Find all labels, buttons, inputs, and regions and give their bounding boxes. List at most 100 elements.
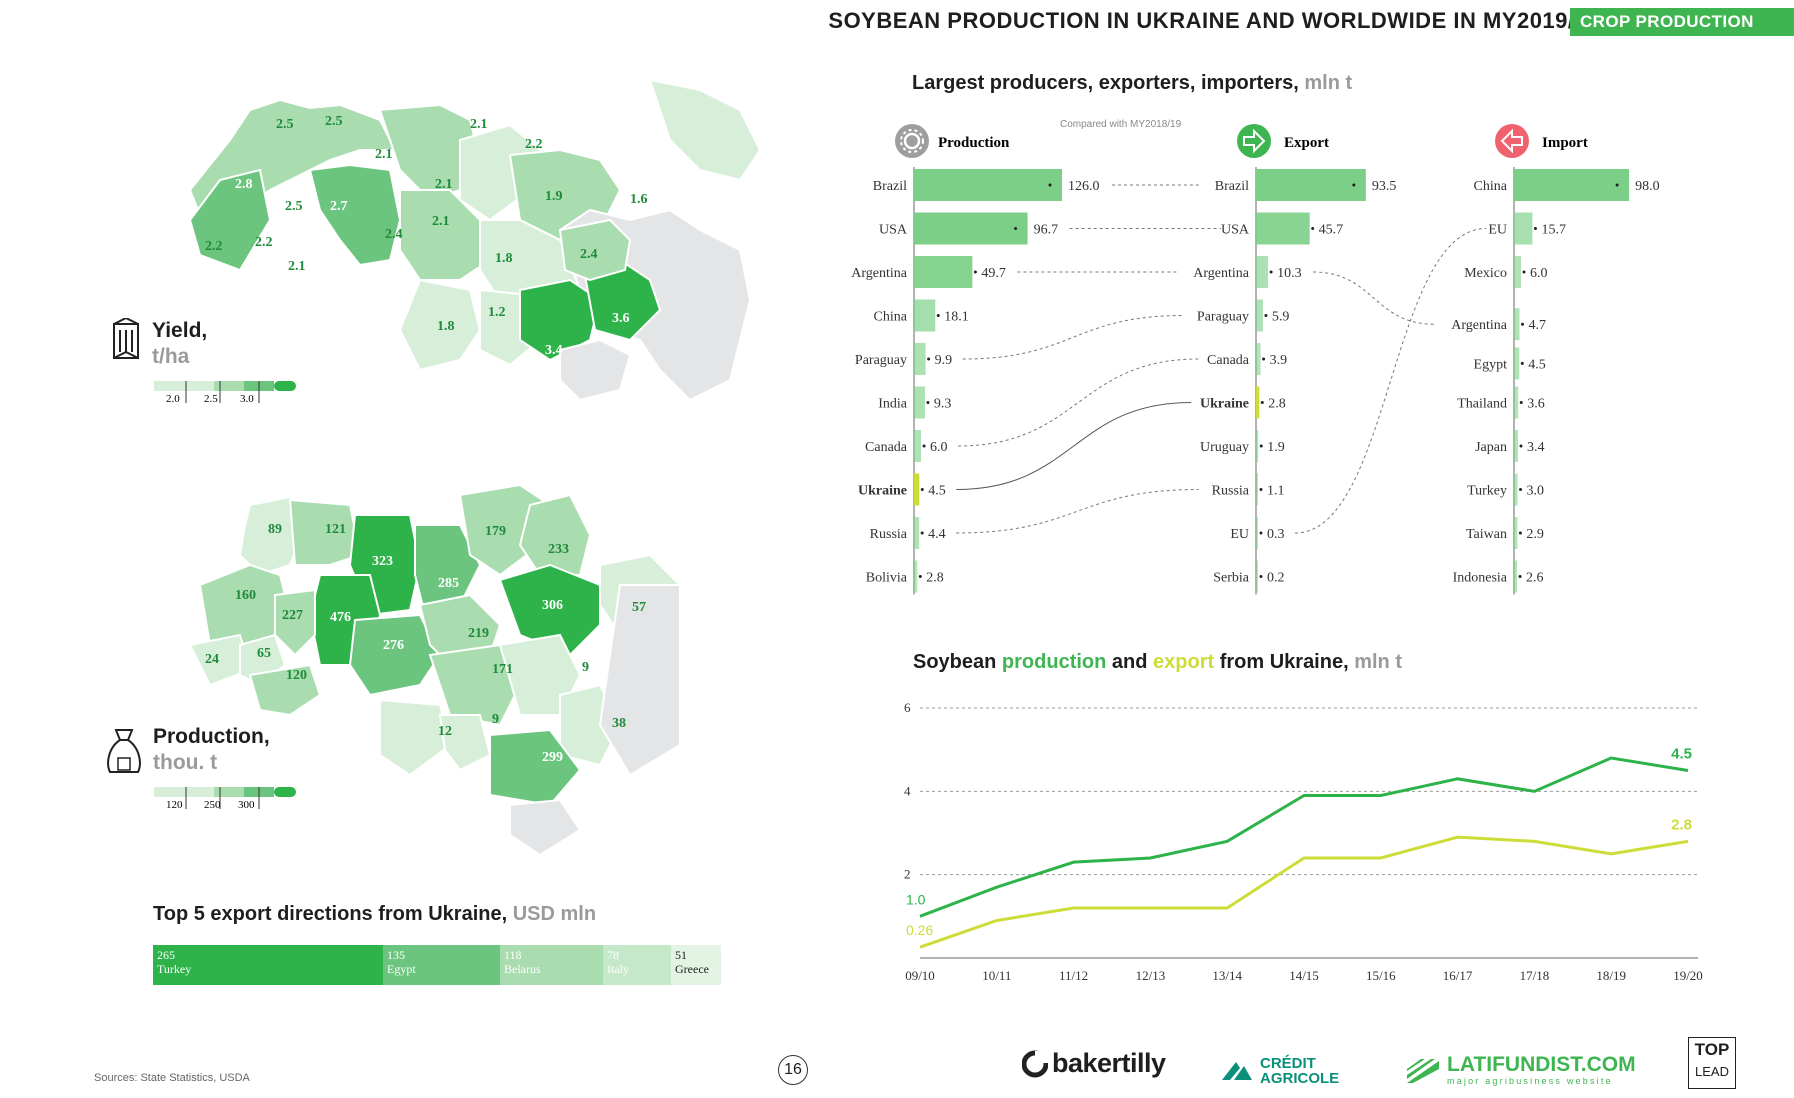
- x-tick-label: 11/12: [1059, 968, 1088, 983]
- map-label: 2.1: [432, 214, 450, 229]
- bar: [914, 256, 973, 288]
- bar: [914, 386, 925, 419]
- line-chart-title: Soybean production and export from Ukrai…: [913, 651, 1402, 673]
- bar-category-label: Paraguay: [1197, 310, 1249, 325]
- map-label: 1.9: [545, 189, 563, 204]
- bar-category-label: EU: [1488, 223, 1507, 238]
- production-legend: [104, 728, 144, 781]
- connector-line: [958, 358, 1199, 447]
- bar-value-label: 0.3: [1267, 527, 1285, 542]
- x-tick-label: 09/10: [905, 968, 935, 983]
- bar-category-label: Serbia: [1213, 571, 1250, 586]
- bar-category-label: Argentina: [851, 266, 908, 281]
- column-header-export: Export: [1237, 124, 1329, 158]
- yield-map-regions: [188, 80, 762, 402]
- production-legend-scale: 120 250 300: [154, 787, 296, 811]
- map-label: 2.4: [385, 227, 403, 242]
- bar-dot: [1518, 575, 1522, 578]
- ukraine-line-chart: 2 4 6 09/10 10/11 11/12 12/13 13/14 14/15 15/16 16…: [904, 700, 1703, 983]
- yield-title: Yield,: [152, 319, 208, 342]
- map-label: 306: [542, 598, 563, 613]
- yield-map: 2.5 2.5 2.1 2.1 2.1 2.2 2.8 2.5 2.7 2.4 …: [188, 80, 762, 402]
- column-label: Export: [1284, 135, 1329, 151]
- bar-category-label: Russia: [870, 527, 908, 542]
- bar: [1256, 212, 1310, 245]
- map-label: 9: [492, 712, 499, 727]
- bar-dot: [1519, 488, 1523, 491]
- map-label: 24: [205, 652, 219, 667]
- production-unit: thou. t: [153, 751, 218, 774]
- bar-category-label: Brazil: [873, 179, 907, 194]
- x-tick-label: 17/18: [1520, 968, 1550, 983]
- map-label: 89: [268, 522, 282, 537]
- map-label: 2.7: [330, 199, 348, 214]
- page-title: SOYBEAN PRODUCTION IN UKRAINE AND WORLDW…: [828, 8, 1600, 33]
- map-label: 2.8: [235, 177, 253, 192]
- map-label: 2.1: [375, 147, 393, 162]
- bar-value-label: 126.0: [1068, 179, 1100, 194]
- map-label: 2.1: [435, 177, 453, 192]
- bar-category-label: USA: [879, 223, 908, 238]
- connector-line: [1294, 228, 1487, 534]
- bar: [1256, 169, 1366, 201]
- bar-value-label: 4.7: [1529, 318, 1547, 333]
- map-label: 171: [492, 662, 513, 677]
- bar-dot: [1259, 575, 1263, 578]
- bar-value-label: 3.9: [1270, 353, 1288, 368]
- column-label: Production: [938, 135, 1010, 151]
- map-label: 3.4: [545, 343, 563, 358]
- bar-dot: [936, 314, 940, 317]
- legend-tick: 3.0: [240, 393, 254, 405]
- bar-dot: [1048, 183, 1052, 187]
- x-tick-label: 19/20: [1673, 968, 1703, 983]
- bar: [1514, 308, 1520, 341]
- bar-category-label: Argentina: [1451, 318, 1508, 333]
- map-label: 2.5: [276, 117, 294, 132]
- connector-line: [1313, 271, 1435, 325]
- series-end-label: 4.5: [1671, 746, 1692, 763]
- bar: [1514, 256, 1522, 288]
- series-line-production: [919, 756, 1689, 918]
- bar-category-label: Argentina: [1193, 266, 1250, 281]
- series-start-label: 0.26: [906, 922, 933, 938]
- page-number: 16: [778, 1055, 808, 1085]
- bar-value-label: 15.7: [1541, 223, 1566, 238]
- map-label: 2.5: [285, 199, 303, 214]
- bar: [1256, 560, 1258, 593]
- arrow-left-icon: [1500, 128, 1523, 154]
- bar-category-label: Uruguay: [1200, 440, 1249, 455]
- bar-dot: [1269, 270, 1273, 274]
- bar-dot: [1259, 488, 1263, 491]
- bar-category-label: Bolivia: [866, 571, 908, 586]
- bar-value-label: 96.7: [1034, 223, 1059, 238]
- x-tick-label: 14/15: [1289, 968, 1319, 983]
- bar-dot: [918, 575, 922, 578]
- bar-value-label: 18.1: [944, 310, 969, 325]
- bar-dot: [1521, 322, 1525, 326]
- bar-value-label: 9.9: [935, 353, 953, 368]
- bar-category-label: China: [874, 310, 908, 325]
- bar-value-label: 4.5: [1528, 357, 1546, 372]
- connector-line: [956, 489, 1199, 534]
- bar-dot: [1520, 361, 1524, 365]
- bar: [1514, 347, 1520, 380]
- arrow-right-icon: [1243, 128, 1266, 154]
- bar-dot: [927, 357, 931, 361]
- bar: [1514, 430, 1518, 462]
- bar: [914, 473, 920, 506]
- map-label: 2.1: [288, 259, 306, 274]
- bar-value-label: 10.3: [1277, 266, 1302, 281]
- bar-category-label: Paraguay: [855, 353, 907, 368]
- map-label: 2.2: [255, 235, 273, 250]
- latifundist-logo: LATIFUNDIST.COM major agribusiness websi…: [1405, 1054, 1636, 1086]
- bar-category-label: Japan: [1475, 440, 1507, 455]
- bar-value-label: 3.6: [1527, 397, 1545, 412]
- map-label: 276: [383, 638, 404, 653]
- credit-agricole-logo: CRÉDIT AGRICOLE: [1218, 1056, 1339, 1086]
- bar: [1256, 517, 1258, 549]
- export-segment: 51 Greece: [671, 945, 721, 985]
- legend-tick: 300: [238, 799, 255, 811]
- bar-dot: [973, 270, 977, 274]
- map-label: 120: [286, 668, 307, 683]
- column-header-import: Import: [1495, 124, 1588, 158]
